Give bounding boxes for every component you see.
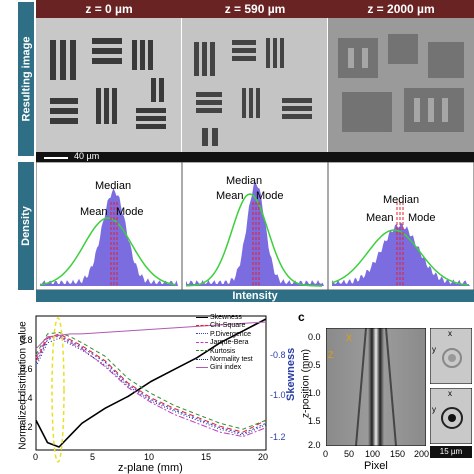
z-label-0: z = 0 µm (85, 2, 133, 16)
c-ytick-0: 0.0 (308, 332, 321, 342)
legend-item-kurtosis: Kurtosis (196, 348, 270, 356)
inset-bottom-x: x (448, 389, 452, 398)
mode-label-1: Mode (116, 206, 144, 218)
series-line-p-divergence (35, 334, 267, 435)
legend-item-gini-index: Gini index (196, 364, 270, 372)
gaussian-fit-3 (331, 229, 469, 286)
inset-top (430, 328, 472, 384)
scale-bar-line (44, 157, 68, 159)
series-line-normality-test (35, 337, 267, 436)
z-label-band (36, 0, 474, 18)
b-y2tick-1.0: -1.0 (270, 390, 286, 400)
b-ytick-0.4: 0.4 (20, 393, 33, 403)
mean-label-3: Mean (366, 212, 394, 224)
density-histograms (36, 162, 474, 290)
median-label-2: Median (226, 175, 263, 187)
panel-c-kymograph (326, 328, 426, 446)
axis-x-marker: X (346, 333, 353, 343)
inset-bottom-y: y (432, 405, 436, 414)
gaussian-fit-1 (39, 217, 177, 286)
row-label-resulting-image: Resulting image (18, 2, 34, 156)
histogram-area-2 (186, 180, 324, 286)
usaf-target-pattern-z0 (36, 18, 181, 152)
b-xtick-10: 10 (144, 452, 155, 462)
panel-b-chart (35, 315, 267, 463)
inset-top-y: y (432, 345, 436, 354)
image-z590 (182, 18, 327, 152)
b-ytick-0.2: 0.2 (20, 422, 33, 432)
inset-bottom (430, 388, 472, 444)
mean-label-1: Mean (80, 206, 108, 218)
panel-b-xlabel: z-plane (mm) (118, 462, 183, 474)
z-label-590: z = 590 µm (224, 2, 286, 16)
median-label-1: Median (95, 180, 132, 192)
image-z0 (36, 18, 181, 152)
b-y2tick-0.8: -0.8 (270, 350, 286, 360)
panel-b-legend: Skewness Chi-Square P.Divergence Jarque-… (196, 314, 270, 373)
c-ytick-1: 1.0 (308, 388, 321, 398)
inset-top-x: x (448, 329, 452, 338)
b-y2tick-1.2: -1.2 (270, 432, 286, 442)
c-xtick-200: 200 (414, 449, 430, 459)
legend-item-jarque-bera: Jarque-Bera (196, 339, 270, 347)
legend-item-chi-square: Chi-Square (196, 322, 270, 330)
series-line-skewness (35, 318, 267, 448)
usaf-target-pattern-z590 (182, 18, 327, 152)
scale-bar-label: 40 µm (74, 151, 100, 161)
scale-bar-strip (36, 152, 474, 162)
series-line-kurtosis (35, 331, 267, 430)
b-xtick-15: 15 (201, 452, 212, 462)
row-label-density: Density (18, 162, 34, 290)
legend-item-skewness: Skewness (196, 314, 270, 322)
c-xtick-150: 150 (390, 449, 406, 459)
c-ytick-1.5: 1.5 (308, 416, 321, 426)
b-ytick-0.6: 0.6 (20, 364, 33, 374)
series-line-chi-square (35, 333, 267, 433)
mode-label-2: Mode (256, 190, 284, 202)
series-line-jarque-bera (35, 336, 267, 438)
c-xtick-0: 0 (323, 449, 329, 459)
histogram-area-3 (332, 222, 470, 286)
c-xtick-50: 50 (344, 449, 355, 459)
panel-c-scale-bar: 15 µm (430, 446, 472, 458)
b-xtick-0: 0 (33, 452, 39, 462)
highlight-ellipse (51, 317, 65, 463)
panel-c-xlabel: Pixel (364, 460, 388, 472)
mean-label-2: Mean (216, 190, 244, 202)
axis-z-marker: Z (328, 350, 334, 360)
b-xtick-20: 20 (258, 452, 269, 462)
legend-item-normality-test: Normality test (196, 356, 270, 364)
z-label-2000: z = 2000 µm (367, 2, 435, 16)
c-ytick-0.5: 0.5 (308, 360, 321, 370)
intensity-band: Intensity (36, 290, 474, 302)
mode-label-3: Mode (408, 212, 436, 224)
panel-c-letter: c (298, 310, 305, 324)
gaussian-fit-2 (186, 193, 322, 287)
b-ytick-0.8: 0.8 (20, 335, 33, 345)
blurred-pattern-z2000 (328, 18, 474, 152)
median-label-3: Median (383, 194, 420, 206)
c-ytick-2: 2.0 (308, 440, 321, 450)
series-line-gini-index (35, 321, 267, 350)
image-z2000 (328, 18, 474, 152)
c-xtick-100: 100 (365, 449, 381, 459)
legend-item-p-divergence: P.Divergence (196, 331, 270, 339)
histogram-area-1 (40, 188, 178, 286)
b-xtick-5: 5 (90, 452, 96, 462)
